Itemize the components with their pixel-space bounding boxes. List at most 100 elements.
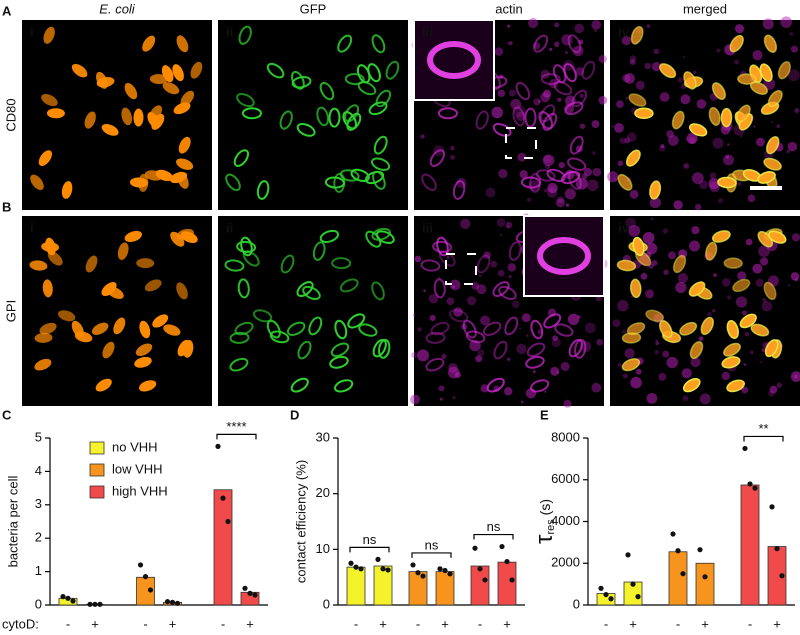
data-point [420,573,426,579]
bacterium [163,324,181,336]
actin-texture [651,260,658,266]
actin-texture [562,59,574,72]
actin-texture [412,313,416,317]
data-point [774,546,780,552]
actin-texture [429,314,436,321]
actin-texture [582,173,588,179]
actin-texture [667,135,679,146]
bacterium [375,89,392,108]
bacterium [266,319,281,339]
actin-texture [507,24,511,28]
x-tick-label: - [604,616,608,631]
bacterium [296,122,316,137]
data-point [608,596,614,602]
actin-texture [545,164,551,170]
actin-texture [591,382,602,393]
bacterium [486,377,505,393]
actin-texture [655,341,659,346]
bacterium [709,107,721,126]
bacterium [41,94,58,107]
y-tick-label: 2 [35,530,42,545]
bar [435,571,455,606]
bar [740,484,760,606]
actin-texture [560,362,570,371]
actin-texture [438,276,441,279]
data-point [380,566,386,572]
actin-texture [505,221,513,229]
row-letter: B [2,199,11,214]
actin-texture [614,122,624,133]
bacterium [475,110,489,130]
actin-texture [598,54,607,64]
actin-texture [410,394,421,405]
bacterium-rim [759,63,773,82]
micrograph: i [22,20,212,210]
actin-texture [685,138,689,141]
bacterium [448,309,469,323]
actin-texture [547,182,558,194]
bacterium [319,229,340,244]
actin-texture [518,327,522,330]
bacterium [319,81,335,101]
actin-texture [742,310,747,316]
data-point [499,543,505,550]
tile-label: i [30,220,34,235]
actin-texture [507,263,517,272]
actin-texture [563,399,572,408]
actin-texture [549,79,559,89]
bacterium [139,380,157,392]
y-tick-label: 5 [35,429,42,444]
actin-texture [480,384,489,393]
actin-texture [644,62,651,70]
data-point [747,481,753,487]
column-title: E. coli [99,1,136,16]
x-tick-label: + [379,616,387,631]
bacterium-rim [768,230,787,244]
data-point [70,598,76,604]
bacterium [42,279,53,298]
data-point [598,585,604,591]
data-point [375,556,381,562]
bacterium [722,356,740,368]
actin-texture [717,198,724,204]
actin-texture [624,73,635,84]
bacterium [176,282,188,300]
actin-texture [417,327,422,332]
bacterium [385,60,400,80]
bacterium [705,242,717,260]
roi-box [505,127,537,159]
actin-texture [491,106,504,119]
actin-texture [591,120,600,129]
bacterium-rim [767,89,783,107]
bacterium [224,259,245,272]
actin-texture [497,269,505,277]
bacterium [121,107,133,126]
data-point [752,485,758,491]
significance-bracket [349,546,390,553]
bacterium [144,279,162,292]
y-label-subscript: res [545,519,557,535]
bacterium [727,320,739,339]
bacterium [172,64,184,82]
legend-swatch [89,463,105,477]
bacterium [136,258,155,269]
actin-texture [490,260,498,268]
bacterium [102,341,115,359]
actin-texture [594,29,597,33]
actin-texture [662,350,670,358]
actin-texture [517,152,527,162]
actin-texture [683,56,686,59]
actin-texture [699,180,708,190]
actin-texture [776,124,781,129]
bacterium [476,254,491,274]
actin-texture [554,41,560,47]
bacterium-rim [689,340,704,360]
actin-texture [611,125,614,128]
bacterium [433,278,446,299]
actin-texture [721,371,731,381]
bacterium [732,279,750,292]
data-point [174,600,181,606]
bacterium [61,181,73,199]
data-point [742,445,748,452]
bacterium [229,357,249,372]
